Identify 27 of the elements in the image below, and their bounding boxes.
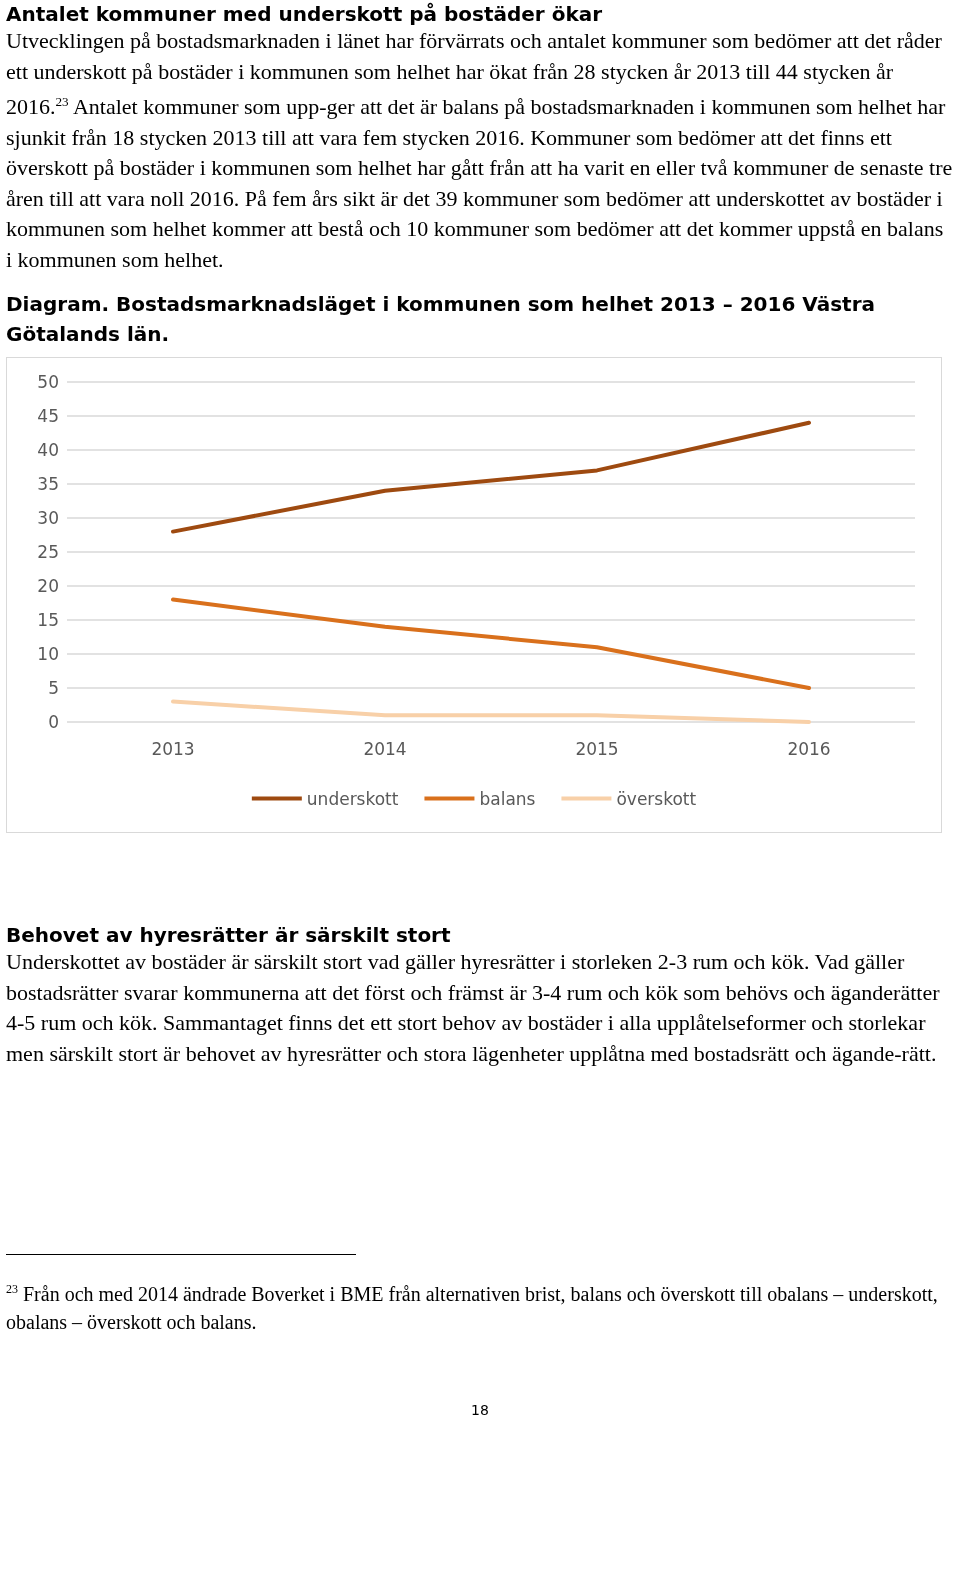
x-tick-label: 2015 bbox=[575, 738, 619, 759]
line-series bbox=[171, 421, 811, 534]
legend-label: balans bbox=[479, 788, 536, 809]
y-tick-label: 20 bbox=[37, 576, 59, 597]
x-tick-label: 2016 bbox=[787, 738, 831, 759]
y-tick-label: 30 bbox=[37, 508, 59, 529]
y-tick-label: 25 bbox=[37, 542, 59, 563]
text: Underskottet av bostäder är särskilt stort vad gäller hyresrätter i storleken 2-3 rum och kök. Vad gäller bostadsrätter svarar kommunerna att det först och främst är 3-4 rum och kök som behövs och äganderätter 4-5 rum och kök. Sammantaget finns det ett stort behov av bostäder i alla upplåtelseformer och storlekar men särskilt stort är behovet av hyresrätter och stora lägenheter upplåtna med bostadsrätt och ägande-rätt. bbox=[6, 948, 941, 1068]
y-tick-label: 0 bbox=[48, 712, 59, 733]
y-tick-label: 35 bbox=[37, 474, 59, 495]
legend-label: överskott bbox=[616, 788, 697, 809]
y-tick-label: 50 bbox=[37, 372, 59, 393]
text: Antalet kommuner med underskott på bostäder ökar bbox=[6, 1, 604, 26]
line-series bbox=[171, 597, 811, 691]
text: $^{23}$ Från och med 2014 ändrade Boverket i BME från alternativen brist, balans och överskott till obalans – underskott, obalans – överskott och balans. bbox=[6, 1281, 939, 1335]
y-tick-label: 40 bbox=[37, 440, 59, 461]
x-tick-label: 2014 bbox=[363, 738, 407, 759]
x-tick-label: 2013 bbox=[151, 738, 195, 759]
text: 18 bbox=[470, 1401, 490, 1418]
y-tick-label: 45 bbox=[37, 406, 59, 427]
y-tick-label: 10 bbox=[37, 644, 59, 665]
y-tick-label: 5 bbox=[48, 678, 59, 699]
y-tick-label: 15 bbox=[37, 610, 59, 631]
chart-title: Diagram. Bostadsmarknadsläget i kommunen som helhet 2013 – 2016 Västra Götalands län. bbox=[6, 291, 876, 349]
text: Behovet av hyresrätter är särskilt stort bbox=[6, 923, 452, 948]
text: Utvecklingen på bostadsmarknaden i länet har förvärrats och antalet kommuner som bedömer att det råder ett underskott på bostäder i kommunen som helhet har ökat från 28 stycken år 2013 till 44 stycken år 2016.$^{23}$ Antalet kommuner som upp-ger att det är balans på bostadsmarknaden i kommunen som helhet har sjunkit från 18 stycken 2013 till att vara fem stycken 2016. Kommuner som bedömer att det finns ett överskott på bostäder i kommunen som helhet har gått från att ha varit en eller två kommuner de senaste tre åren till att vara noll 2016. På fem års sikt är det 39 kommuner som bedömer att underskottet av bostäder i kommunen som helhet kommer att bestå och 10 kommuner som bedömer att det kommer uppstå en balans i kommunen som helhet. bbox=[6, 28, 953, 272]
legend-label: underskott bbox=[306, 788, 399, 809]
